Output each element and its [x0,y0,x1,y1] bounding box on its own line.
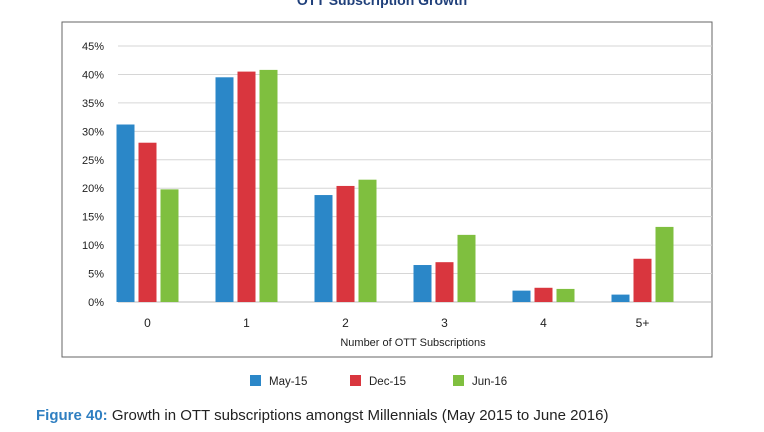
bar-may-15-3 [413,265,432,302]
bar-dec-15-4 [534,287,553,302]
bar-jun-16-1 [259,69,278,302]
x-tick-label: 5+ [636,316,650,330]
bar-may-15-4 [512,290,531,302]
legend-label-jun-16: Jun-16 [472,376,507,388]
x-tick-label: 1 [243,316,250,330]
y-tick-label: 30% [82,126,104,138]
bar-dec-15-1 [237,71,256,302]
chart-title: OTT Subscription Growth [296,0,468,8]
bars [116,69,674,303]
figure-caption-text: Growth in OTT subscriptions amongst Mill… [111,407,609,424]
y-tick-label: 5% [88,269,104,281]
legend-swatch-may-15 [250,375,261,386]
plot-frame [61,21,713,358]
x-axis-ticks: 0 1 2 3 4 5+ [144,316,649,330]
figure-caption: Figure 40: Growth in OTT subscriptions a… [36,407,608,424]
bar-jun-16-3 [457,234,476,302]
y-tick-label: 15% [82,212,104,224]
bar-dec-15-5+ [633,258,652,302]
y-tick-label: 0% [88,297,104,309]
bar-jun-16-0 [160,189,179,302]
bar-jun-16-4 [556,288,575,302]
x-tick-label: 2 [342,316,349,330]
bar-dec-15-0 [138,142,157,302]
legend: May-15 Dec-15 Jun-16 [250,375,507,388]
y-tick-label: 35% [82,98,104,110]
bar-may-15-1 [215,77,234,303]
x-tick-label: 3 [441,316,448,330]
figure-caption-label: Figure 40: [36,407,108,424]
x-tick-label: 4 [540,316,547,330]
bar-jun-16-2 [358,179,377,302]
gridlines [118,45,712,303]
bar-jun-16-5+ [655,226,674,302]
y-tick-label: 10% [82,240,104,252]
y-tick-label: 40% [82,69,104,81]
y-tick-label: 20% [82,183,104,195]
y-axis-ticks: 0% 5% 10% 15% 20% 25% 30% 35% 40% 45% [82,41,104,309]
legend-label-dec-15: Dec-15 [369,376,406,388]
y-tick-label: 45% [82,41,104,53]
x-axis-label: Number of OTT Subscriptions [340,337,486,349]
bar-may-15-5+ [611,294,630,302]
y-tick-label: 25% [82,155,104,167]
legend-label-may-15: May-15 [269,376,307,388]
legend-swatch-jun-16 [453,375,464,386]
bar-may-15-2 [314,195,333,302]
x-tick-label: 0 [144,316,151,330]
bar-may-15-0 [116,124,135,302]
legend-swatch-dec-15 [350,375,361,386]
bar-dec-15-2 [336,185,355,302]
bar-dec-15-3 [435,262,454,302]
